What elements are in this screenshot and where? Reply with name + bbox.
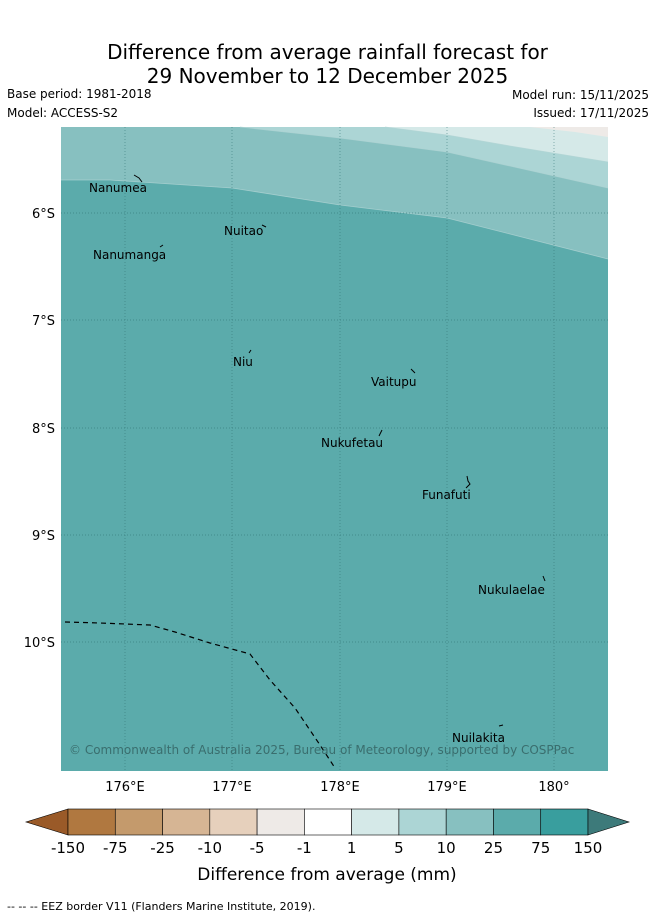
lon-label-180: 180° (538, 780, 569, 795)
island-label-nukufetau: Nukufetau (321, 436, 383, 450)
colorbar: -150 -75 -25 -10 -5 -1 1 5 10 25 75 150 Difference … (24, 808, 630, 885)
colorbar-label-10: 75 (531, 839, 550, 857)
rainfall-field (61, 127, 608, 771)
colorbar-label-4: -5 (250, 839, 265, 857)
colorbar-label-6: 1 (347, 839, 357, 857)
lon-label-179e: 179°E (427, 780, 467, 795)
copyright-notice: © Commonwealth of Australia 2025, Bureau… (69, 743, 574, 757)
lon-label-176e: 176°E (105, 780, 145, 795)
colorbar-cell-4 (256, 808, 305, 836)
model-run: Model run: 15/11/2025 (511, 88, 649, 102)
island-shape-nuilakita (498, 724, 504, 727)
colorbar-cell-9 (493, 808, 542, 836)
colorbar-cell-10 (540, 808, 589, 836)
issued-date: Issued: 17/11/2025 (533, 106, 649, 120)
island-shape-nanumea (133, 174, 143, 183)
map-title: Difference from average rainfall forecas… (0, 40, 655, 88)
colorbar-label-11: 150 (574, 839, 603, 857)
colorbar-cell-6 (351, 808, 400, 836)
title-line-1: Difference from average rainfall forecas… (107, 40, 548, 64)
island-shape-nukufetau (378, 429, 383, 437)
eez-border (64, 621, 336, 769)
colorbar-labels: -150 -75 -25 -10 -5 -1 1 5 10 25 75 150 (51, 839, 602, 857)
lon-label-177e: 177°E (212, 780, 252, 795)
colorbar-label-7: 5 (394, 839, 404, 857)
lat-label-8s: 8°S (32, 422, 55, 437)
title-line-2: 29 November to 12 December 2025 (146, 64, 509, 88)
colorbar-label-9: 25 (484, 839, 503, 857)
island-label-nukulaelae: Nukulaelae (478, 583, 545, 597)
model-name: Model: ACCESS-S2 (7, 106, 119, 120)
lat-label-7s: 7°S (32, 314, 55, 329)
colorbar-cell-1 (114, 808, 163, 836)
colorbar-label-5: -1 (297, 839, 312, 857)
eez-footnote: -- -- -- EEZ border V11 (Flanders Marine… (7, 900, 316, 913)
colorbar-cell-0 (67, 808, 116, 836)
island-label-niu: Niu (233, 355, 253, 369)
colorbar-cell-2 (162, 808, 211, 836)
lon-label-178e: 178°E (320, 780, 360, 795)
island-label-nanumea: Nanumea (89, 181, 147, 195)
colorbar-label-1: -75 (103, 839, 128, 857)
colorbar-arrow-low (24, 808, 69, 836)
colorbar-cell-8 (445, 808, 494, 836)
lat-label-9s: 9°S (32, 529, 55, 544)
island-labels: Nanumea Nuitao Nanumanga Niu Vaitupu Nuk… (89, 181, 545, 745)
colorbar-arrow-high (587, 808, 630, 836)
island-label-nanumanga: Nanumanga (93, 248, 166, 262)
colorbar-cell-5 (304, 808, 352, 836)
band-1-5 (385, 127, 608, 162)
colorbar-cell-3 (209, 808, 258, 836)
island-label-nuilakita: Nuilakita (452, 731, 505, 745)
island-shape-vaitupu (410, 368, 416, 374)
island-shape-nanumanga (159, 244, 164, 248)
latitude-labels: 6°S 7°S 8°S 9°S 10°S (24, 207, 55, 651)
lat-label-6s: 6°S (32, 207, 55, 222)
longitude-labels: 176°E 177°E 178°E 179°E 180° (105, 780, 569, 795)
colorbar-label-3: -10 (198, 839, 223, 857)
lat-label-10s: 10°S (24, 636, 55, 651)
island-label-nuitao: Nuitao (224, 224, 263, 238)
band-minus1-1 (530, 127, 608, 137)
colorbar-cells (24, 808, 630, 836)
island-label-vaitupu: Vaitupu (371, 375, 417, 389)
island-shape-funafuti (465, 475, 471, 489)
island-shape-nukulaelae (542, 575, 546, 582)
colorbar-cell-7 (398, 808, 447, 836)
base-period: Base period: 1981-2018 (7, 87, 152, 101)
colorbar-label-2: -25 (150, 839, 175, 857)
colorbar-label-8: 10 (437, 839, 456, 857)
colorbar-title: Difference from average (mm) (197, 865, 456, 885)
island-shape-nuitao (261, 224, 267, 228)
band-10-25 (61, 127, 608, 259)
colorbar-label-0: -150 (51, 839, 85, 857)
island-shapes (133, 174, 546, 727)
island-label-funafuti: Funafuti (422, 488, 471, 502)
island-shape-niu (248, 349, 252, 354)
graticule (61, 127, 608, 771)
